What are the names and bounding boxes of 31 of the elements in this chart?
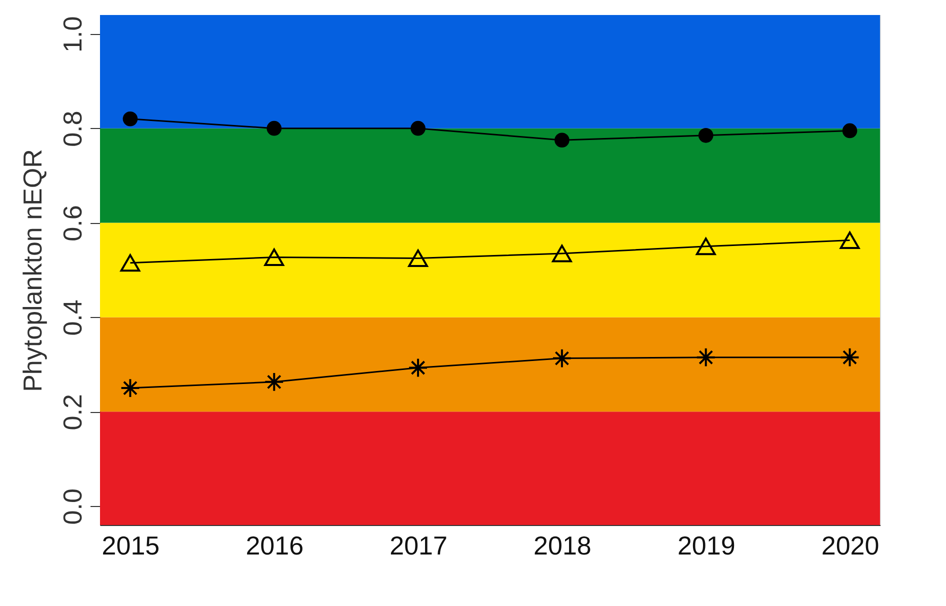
point bbox=[840, 347, 860, 368]
point bbox=[696, 347, 716, 368]
y-tick-label: 0.0 bbox=[58, 488, 88, 525]
point bbox=[552, 244, 572, 262]
y-tick-label: 0.4 bbox=[58, 300, 88, 336]
point bbox=[120, 378, 140, 398]
point bbox=[410, 120, 426, 136]
x-tick-label: 2016 bbox=[246, 530, 304, 560]
x-tick-label: 2015 bbox=[102, 530, 160, 560]
x-tick-label: 2017 bbox=[390, 530, 448, 560]
point bbox=[122, 111, 138, 126]
point bbox=[840, 232, 860, 249]
y-tick-label: 0.8 bbox=[58, 110, 88, 147]
y-tick-label: 1.0 bbox=[58, 16, 88, 52]
x-tick-label: 2018 bbox=[534, 530, 592, 560]
point bbox=[264, 248, 284, 266]
point bbox=[120, 254, 140, 272]
y-axis-title: Phytoplankton nEQR bbox=[18, 149, 48, 392]
point bbox=[264, 372, 284, 392]
point bbox=[554, 132, 570, 148]
point bbox=[698, 128, 714, 143]
point bbox=[842, 123, 858, 138]
point bbox=[408, 358, 428, 378]
x-tick-label: 2020 bbox=[821, 530, 880, 560]
point bbox=[696, 238, 716, 256]
y-tick-label: 0.2 bbox=[58, 394, 88, 430]
point bbox=[552, 348, 572, 368]
x-tick-label: 2019 bbox=[677, 530, 736, 560]
point bbox=[408, 249, 428, 267]
y-tick-label: 0.6 bbox=[58, 205, 88, 242]
point bbox=[266, 120, 282, 136]
